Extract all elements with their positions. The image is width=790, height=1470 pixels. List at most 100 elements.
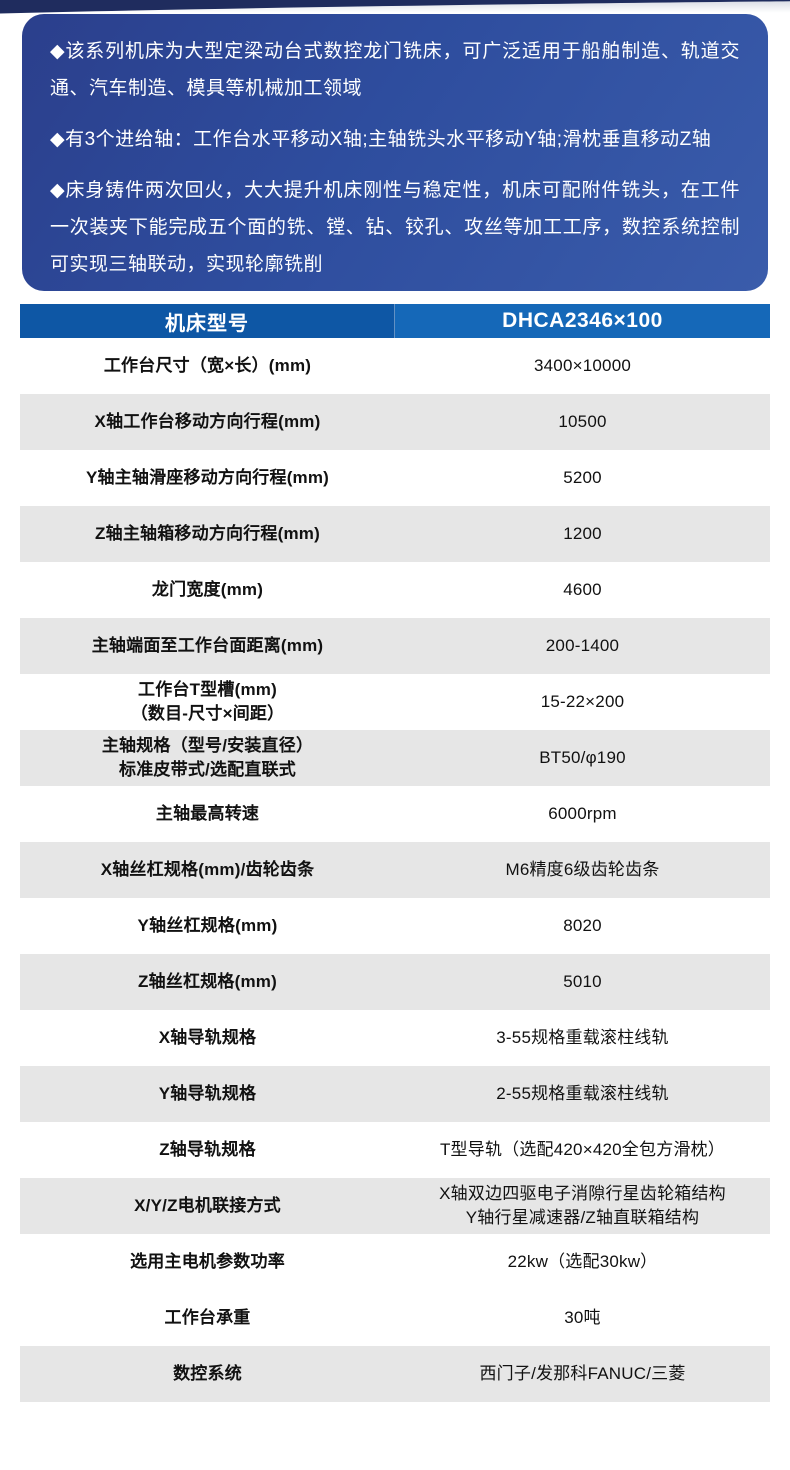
- spec-value: 200-1400: [395, 630, 770, 662]
- top-arc-shape: [0, 0, 790, 14]
- spec-value-line: 2-55规格重载滚柱线轨: [496, 1084, 669, 1103]
- spec-label: X轴导轨规格: [20, 1022, 395, 1054]
- spec-label-line: 工作台T型槽(mm): [138, 680, 277, 699]
- table-body: 工作台尺寸（宽×长）(mm) 3400×10000 X轴工作台移动方向行程(mm…: [20, 338, 770, 1402]
- spec-value: M6精度6级齿轮齿条: [395, 854, 770, 886]
- table-row: X轴丝杠规格(mm)/齿轮齿条 M6精度6级齿轮齿条: [20, 842, 770, 898]
- spec-value-line: M6精度6级齿轮齿条: [505, 860, 660, 879]
- spec-label: 主轴规格（型号/安装直径） 标准皮带式/选配直联式: [20, 730, 395, 786]
- spec-value: 3400×10000: [395, 350, 770, 382]
- table-row: Y轴主轴滑座移动方向行程(mm) 5200: [20, 450, 770, 506]
- table-row: Y轴导轨规格 2-55规格重载滚柱线轨: [20, 1066, 770, 1122]
- spec-label-line: 选用主电机参数功率: [130, 1252, 285, 1271]
- header-param-label: 机床型号: [20, 304, 395, 338]
- spec-label-line: Z轴丝杠规格(mm): [138, 972, 277, 991]
- table-row: 工作台承重 30吨: [20, 1290, 770, 1346]
- spec-value-line: 5010: [563, 972, 602, 991]
- spec-value: T型导轨（选配420×420全包方滑枕）: [395, 1134, 770, 1166]
- spec-value: 2-55规格重载滚柱线轨: [395, 1078, 770, 1110]
- spec-label-line: X/Y/Z电机联接方式: [134, 1196, 281, 1215]
- table-row: 主轴最高转速 6000rpm: [20, 786, 770, 842]
- table-row: X轴工作台移动方向行程(mm) 10500: [20, 394, 770, 450]
- spec-label-line: Y轴主轴滑座移动方向行程(mm): [85, 468, 330, 487]
- intro-bullet-3: ◆床身铸件两次回火，大大提升机床刚性与稳定性，机床可配附件铣头，在工件一次装夹下…: [50, 180, 740, 275]
- spec-label: 工作台T型槽(mm) （数目-尺寸×间距）: [20, 674, 395, 730]
- top-curve-decoration: [0, 0, 790, 14]
- spec-label-line: Y轴导轨规格: [158, 1084, 257, 1103]
- header-model-value: DHCA2346×100: [395, 304, 770, 338]
- spec-value: 30吨: [395, 1302, 770, 1334]
- table-row: 选用主电机参数功率 22kw（选配30kw）: [20, 1234, 770, 1290]
- spec-value-line: BT50/φ190: [539, 748, 626, 767]
- intro-bullet-1: ◆该系列机床为大型定梁动台式数控龙门铣床，可广泛适用于船舶制造、轨道交通、汽车制…: [50, 41, 740, 99]
- table-row: 主轴端面至工作台面距离(mm) 200-1400: [20, 618, 770, 674]
- spec-label-line: X轴工作台移动方向行程(mm): [94, 412, 321, 431]
- spec-label-line: Y轴丝杠规格(mm): [137, 916, 278, 935]
- spec-value: 1200: [395, 518, 770, 550]
- table-row: 主轴规格（型号/安装直径） 标准皮带式/选配直联式 BT50/φ190: [20, 730, 770, 786]
- spec-label: Y轴导轨规格: [20, 1078, 395, 1110]
- spec-value: 3-55规格重载滚柱线轨: [395, 1022, 770, 1054]
- spec-label-line: Z轴主轴箱移动方向行程(mm): [95, 524, 320, 543]
- spec-label: Z轴丝杠规格(mm): [20, 966, 395, 998]
- spec-label-line: 数控系统: [173, 1364, 242, 1383]
- spec-label: Y轴主轴滑座移动方向行程(mm): [20, 462, 395, 494]
- spec-label: 龙门宽度(mm): [20, 574, 395, 606]
- spec-label-line: 龙门宽度(mm): [151, 580, 264, 599]
- spec-value-line: T型导轨（选配420×420全包方滑枕）: [439, 1140, 726, 1159]
- spec-value-line: 4600: [563, 580, 602, 599]
- spec-label: 主轴端面至工作台面距离(mm): [20, 630, 395, 662]
- table-row: Z轴丝杠规格(mm) 5010: [20, 954, 770, 1010]
- spec-label: Y轴丝杠规格(mm): [20, 910, 395, 942]
- spec-value-line: X轴双边四驱电子消隙行星齿轮箱结构: [439, 1184, 726, 1203]
- table-row: 龙门宽度(mm) 4600: [20, 562, 770, 618]
- spec-label: 数控系统: [20, 1358, 395, 1390]
- spec-value-line: 22kw（选配30kw）: [507, 1252, 658, 1271]
- spec-value-line: 30吨: [564, 1308, 601, 1327]
- spec-label-line: Z轴导轨规格: [159, 1140, 256, 1159]
- spec-label: 工作台尺寸（宽×长）(mm): [20, 350, 395, 382]
- spec-label-line: 主轴端面至工作台面距离(mm): [91, 636, 324, 655]
- spec-value-line: 15-22×200: [540, 692, 625, 711]
- spec-value-line: 6000rpm: [548, 804, 617, 823]
- spec-label-line: 主轴规格（型号/安装直径）: [101, 736, 314, 755]
- spec-label-line: 工作台尺寸（宽×长）(mm): [103, 356, 312, 375]
- spec-value-line: 3400×10000: [533, 356, 632, 375]
- intro-panel: ◆该系列机床为大型定梁动台式数控龙门铣床，可广泛适用于船舶制造、轨道交通、汽车制…: [22, 14, 768, 291]
- spec-value: X轴双边四驱电子消隙行星齿轮箱结构 Y轴行星减速器/Z轴直联箱结构: [395, 1178, 770, 1234]
- spec-value: 5010: [395, 966, 770, 998]
- spec-table: 机床型号 DHCA2346×100 工作台尺寸（宽×长）(mm) 3400×10…: [20, 304, 770, 1402]
- spec-label: Z轴主轴箱移动方向行程(mm): [20, 518, 395, 550]
- spec-value: 5200: [395, 462, 770, 494]
- table-row: Z轴导轨规格 T型导轨（选配420×420全包方滑枕）: [20, 1122, 770, 1178]
- table-row: Z轴主轴箱移动方向行程(mm) 1200: [20, 506, 770, 562]
- spec-label: 工作台承重: [20, 1302, 395, 1334]
- spec-label: 选用主电机参数功率: [20, 1246, 395, 1278]
- spec-value-line: 5200: [563, 468, 602, 487]
- spec-value: 8020: [395, 910, 770, 942]
- spec-value: 22kw（选配30kw）: [395, 1246, 770, 1278]
- spec-value-line: 3-55规格重载滚柱线轨: [496, 1028, 669, 1047]
- spec-label: Z轴导轨规格: [20, 1134, 395, 1166]
- spec-label-line: 主轴最高转速: [155, 804, 260, 823]
- spec-label-line: X轴导轨规格: [158, 1028, 257, 1047]
- spec-value: 4600: [395, 574, 770, 606]
- intro-bullet-2: ◆有3个进给轴：工作台水平移动X轴;主轴铣头水平移动Y轴;滑枕垂直移动Z轴: [50, 129, 712, 150]
- table-header: 机床型号 DHCA2346×100: [20, 304, 770, 338]
- table-row: X/Y/Z电机联接方式 X轴双边四驱电子消隙行星齿轮箱结构 Y轴行星减速器/Z轴直…: [20, 1178, 770, 1234]
- spec-value-line: 8020: [563, 916, 602, 935]
- spec-value-line: 西门子/发那科FANUC/三菱: [479, 1364, 686, 1383]
- table-row: X轴导轨规格 3-55规格重载滚柱线轨: [20, 1010, 770, 1066]
- table-row: 工作台T型槽(mm) （数目-尺寸×间距） 15-22×200: [20, 674, 770, 730]
- table-row: 数控系统 西门子/发那科FANUC/三菱: [20, 1346, 770, 1402]
- spec-value: 10500: [395, 406, 770, 438]
- spec-value-line: Y轴行星减速器/Z轴直联箱结构: [465, 1208, 700, 1227]
- spec-label: X轴工作台移动方向行程(mm): [20, 406, 395, 438]
- spec-value-line: 10500: [558, 412, 607, 431]
- spec-value-line: 1200: [563, 524, 602, 543]
- spec-value: 6000rpm: [395, 798, 770, 830]
- spec-label-line: 标准皮带式/选配直联式: [119, 760, 296, 779]
- table-row: Y轴丝杠规格(mm) 8020: [20, 898, 770, 954]
- spec-label: 主轴最高转速: [20, 798, 395, 830]
